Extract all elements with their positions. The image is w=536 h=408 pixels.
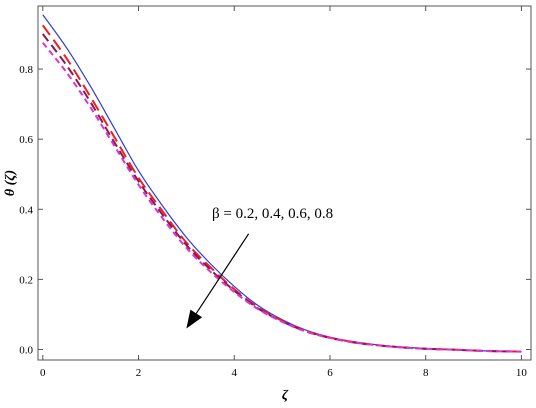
annotation-label: β = 0.2, 0.4, 0.6, 0.8: [212, 206, 333, 222]
x-tick-label: 4: [231, 367, 237, 379]
series-line-4: [42, 42, 522, 353]
y-tick-label: 0.0: [19, 344, 33, 356]
y-tick-label: 0.4: [19, 204, 33, 216]
x-tick-label: 6: [327, 367, 333, 379]
annotation-arrowhead: [186, 309, 203, 329]
x-tick-label: 8: [423, 367, 429, 379]
x-tick-label: 2: [136, 367, 142, 379]
series-group: [41, 14, 522, 353]
x-tick-label: 10: [516, 367, 528, 379]
x-axis-label: ζ: [282, 388, 289, 403]
x-tick-label: 0: [40, 367, 46, 379]
series-line-3: [41, 33, 522, 353]
plot-frame: [37, 5, 532, 361]
axis-ticks: 0 2 4 6 8 10 0.0 0.2 0.4 0.6 0.8: [19, 6, 531, 379]
y-tick-label: 0.2: [19, 274, 33, 286]
y-axis-label: θ (ζ): [3, 170, 18, 196]
y-tick-label: 0.8: [19, 64, 33, 76]
annotation-group: β = 0.2, 0.4, 0.6, 0.8: [186, 206, 333, 329]
series-line-1: [42, 14, 522, 353]
annotation-arrow: [195, 233, 250, 314]
series-line-2: [41, 24, 522, 353]
y-tick-label: 0.6: [19, 134, 33, 146]
